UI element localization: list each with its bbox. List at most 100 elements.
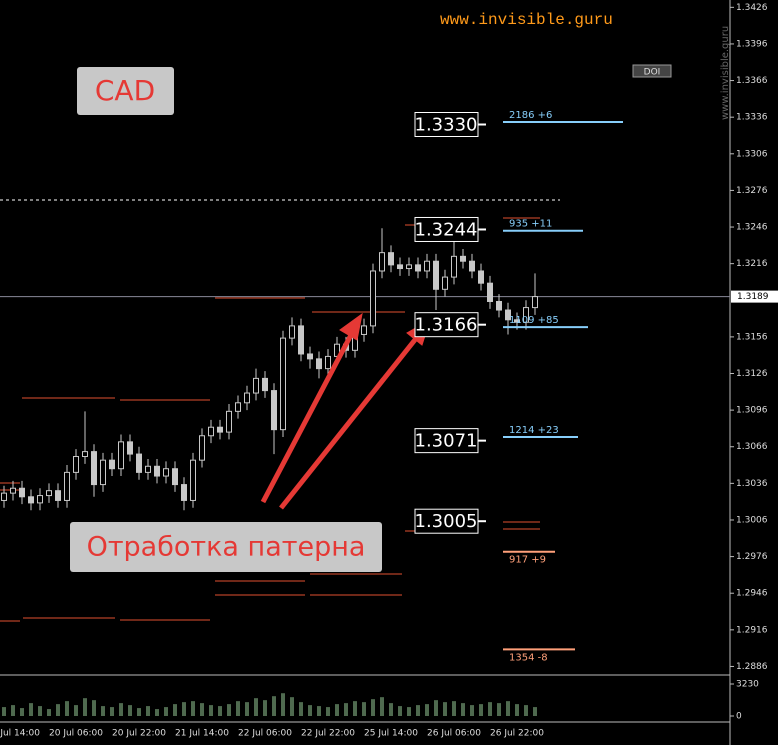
candle-body [136,453,142,473]
candle-body [451,255,457,278]
volume-bar [407,707,411,716]
y-tick-label: 1.3156 [736,332,768,342]
y-tick-label: 1.2916 [736,625,768,635]
volume-bar [245,702,249,716]
volume-bar [146,706,150,716]
level-label: 1.3244 [415,219,478,240]
volume-bar [92,700,96,716]
x-tick-label: 26 Jul 22:00 [490,729,544,739]
x-tick-label: 20 Jul 22:00 [112,729,166,739]
volume-bar [20,708,24,716]
current-price-box [731,290,778,303]
volume-bar [488,702,492,716]
volume-bar [389,703,393,716]
volume-bar [209,705,213,716]
indicator-box [632,64,672,78]
volume-bar [317,706,321,716]
candle-body [226,410,232,433]
candle-body [19,487,25,498]
candle-body [217,426,223,433]
volume-bar [65,701,69,716]
candle-body [316,358,322,370]
y-tick-label: 1.3306 [736,149,768,159]
candle-body [73,456,79,473]
level-box [414,428,479,454]
candle-body [262,377,268,392]
volume-bar [200,703,204,716]
candle-body [514,319,520,323]
candle-body [145,465,151,473]
y-tick-label: 1.3336 [736,113,768,123]
candle-body [298,325,304,355]
x-tick-label: 22 Jul 22:00 [301,729,355,739]
volume-tick-label: 0 [736,712,742,722]
x-tick-label: 25 Jul 14:00 [364,729,418,739]
candle-body [163,468,169,477]
y-tick-label: 1.3096 [736,406,768,416]
y-tick-label: 1.3216 [736,259,768,269]
volume-bar [434,700,438,716]
candle-body [172,468,178,486]
volume-bar [290,697,294,716]
watermark: www.invisible.guru [440,11,613,29]
candle-body [478,270,484,284]
candle-body [1,492,7,501]
watermark-vertical: www.invisible.guru [720,26,731,120]
volume-bar [398,706,402,716]
candle-body [181,484,187,501]
y-tick-label: 1.3396 [736,39,768,49]
zone-lines [0,217,540,622]
candle-body [55,490,61,501]
candle-body [433,260,439,290]
y-tick-label: 1.3246 [736,223,768,233]
note-label: 917 +9 [509,555,546,566]
volume-bar [506,701,510,716]
volume-tick-label: 3230 [736,680,759,690]
candle-body [190,459,196,501]
plot [0,228,730,511]
note-label: 935 +11 [509,219,552,230]
candle-body [271,390,277,431]
volume-bar [173,704,177,716]
volume-bar [101,706,105,716]
volume-bar [425,704,429,716]
level-box [414,112,479,138]
volume-bar [416,705,420,716]
candle-body [388,252,394,266]
volume-bar [371,699,375,716]
volume-bar [110,707,114,716]
candle-body [244,392,250,404]
y-tick-label: 1.2946 [736,589,768,599]
volume-bar [470,705,474,716]
volume-bar [74,705,78,716]
candle-body [208,426,214,437]
volume-bar [497,703,501,716]
level-label: 1.3071 [415,431,478,452]
candle-body [199,435,205,461]
volume-bar [308,705,312,716]
candle-body [82,451,88,458]
y-tick-label: 1.3126 [736,369,768,379]
volume-bar [236,701,240,716]
candle-body [109,459,115,470]
annotation: Отработка патерна [87,532,366,563]
note-label: 1109 +85 [509,315,559,326]
volume-bar [461,703,465,716]
chart-title: CAD [95,74,155,107]
volume-bar [515,704,519,716]
note-label: 1354 -8 [509,652,548,663]
level-label: 1.3005 [415,511,478,532]
volume-bar [452,701,456,716]
volume-bar [254,698,258,716]
y-tick-label: 1.2976 [736,552,768,562]
level-label: 1.3330 [415,115,478,136]
candle-body [280,337,286,431]
volume-bar [263,700,267,716]
candle-body [442,276,448,290]
level-box [414,312,479,338]
candle-body [10,487,16,494]
y-tick-label: 1.3066 [736,442,768,452]
x-tick-label: 20 Jul 14:00 [0,729,40,739]
volume-bar [56,704,60,716]
candle-body [532,296,538,309]
